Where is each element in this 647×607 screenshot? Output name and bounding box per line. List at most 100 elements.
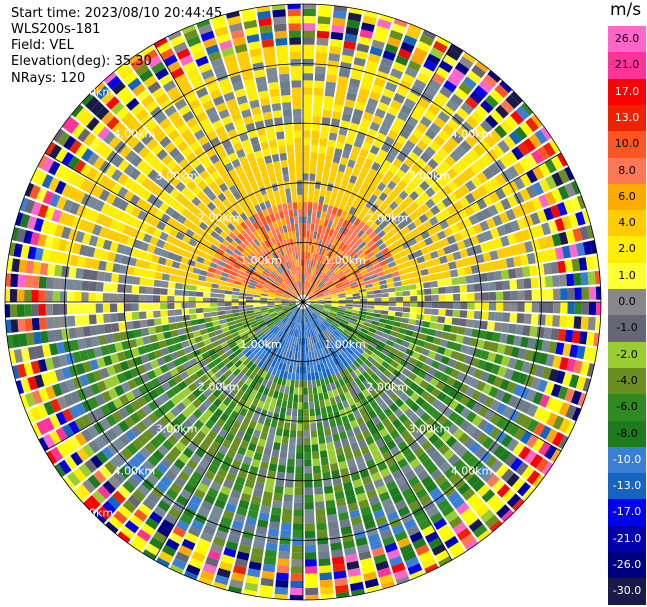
velocity-gate [37, 155, 48, 169]
velocity-gate [162, 80, 177, 93]
velocity-gate [578, 331, 588, 345]
velocity-gate [303, 259, 305, 267]
velocity-gate [245, 85, 257, 95]
velocity-gate [72, 488, 86, 502]
velocity-gate [134, 451, 147, 464]
velocity-gate [31, 317, 40, 331]
velocity-gate [414, 345, 424, 354]
velocity-gate [570, 390, 582, 405]
velocity-gate [534, 129, 548, 145]
velocity-gate [311, 437, 318, 445]
velocity-gate [323, 293, 331, 297]
velocity-gate [364, 359, 373, 368]
velocity-gate [280, 443, 288, 452]
velocity-gate [137, 433, 149, 446]
velocity-gate [290, 253, 294, 261]
velocity-gate [226, 204, 235, 214]
velocity-gate [469, 235, 480, 246]
velocity-gate [265, 184, 273, 194]
velocity-gate [358, 87, 370, 98]
velocity-gate [394, 258, 403, 266]
velocity-gate [257, 519, 269, 528]
velocity-gate [33, 217, 44, 232]
velocity-gate [303, 409, 309, 417]
velocity-gate [392, 369, 402, 378]
velocity-gate [176, 391, 187, 401]
velocity-gate [254, 204, 262, 213]
velocity-gate [139, 319, 148, 328]
velocity-gate [95, 292, 103, 302]
velocity-gate [534, 338, 544, 351]
velocity-gate [308, 282, 313, 290]
velocity-gate [192, 330, 201, 338]
velocity-gate [170, 395, 181, 406]
velocity-gate [419, 34, 435, 47]
velocity-gate [375, 387, 385, 396]
velocity-gate [503, 368, 514, 380]
velocity-gate [359, 308, 367, 312]
velocity-gate [533, 251, 543, 264]
velocity-gate [32, 261, 42, 275]
velocity-gate [183, 482, 196, 494]
velocity-gate [517, 142, 530, 157]
velocity-gate [332, 433, 340, 442]
velocity-gate [249, 264, 257, 271]
velocity-gate [117, 485, 131, 499]
velocity-gate [263, 316, 272, 322]
velocity-gate [338, 302, 346, 304]
velocity-gate [505, 150, 518, 164]
velocity-gate [99, 160, 111, 174]
velocity-gate [435, 212, 445, 223]
velocity-gate [320, 124, 330, 133]
velocity-gate [283, 262, 289, 271]
velocity-gate [246, 152, 256, 162]
velocity-gate [439, 339, 449, 348]
velocity-gate [401, 73, 415, 85]
velocity-gate [332, 476, 342, 486]
velocity-gate [288, 312, 294, 319]
velocity-gate [182, 110, 195, 123]
velocity-gate [95, 106, 110, 121]
velocity-gate [297, 351, 301, 360]
velocity-gate [126, 266, 135, 276]
velocity-gate [352, 235, 360, 244]
velocity-gate [516, 278, 525, 290]
velocity-gate [366, 585, 381, 593]
velocity-gate [107, 251, 117, 262]
velocity-gate [164, 411, 176, 422]
velocity-gate [380, 314, 388, 320]
velocity-gate [162, 224, 173, 234]
velocity-gate [20, 394, 30, 409]
velocity-gate [294, 274, 298, 282]
velocity-gate [109, 293, 118, 302]
elevation-label: Elevation(deg): 35.30 [11, 54, 152, 69]
velocity-gate [223, 369, 233, 378]
velocity-gate [353, 530, 366, 540]
velocity-gate [304, 323, 306, 331]
velocity-gate [253, 338, 261, 346]
velocity-gate [308, 267, 312, 275]
velocity-gate [559, 357, 569, 371]
velocity-gate [243, 433, 252, 443]
velocity-gate [323, 294, 331, 298]
velocity-gate [278, 457, 287, 466]
velocity-gate [82, 207, 94, 220]
velocity-gate [89, 210, 100, 223]
velocity-gate [254, 311, 262, 315]
velocity-gate [427, 366, 437, 377]
velocity-gate [249, 320, 258, 326]
velocity-gate [294, 307, 300, 314]
velocity-gate [285, 480, 294, 488]
velocity-gate [479, 450, 492, 464]
velocity-gate [290, 566, 303, 574]
velocity-gate [152, 295, 161, 302]
velocity-gate [122, 500, 137, 514]
velocity-gate [227, 496, 239, 507]
colorbar-tick-label: 2.0 [618, 242, 636, 256]
velocity-gate [241, 139, 251, 149]
velocity-gate [403, 518, 417, 530]
velocity-gate [458, 318, 467, 327]
velocity-gate [250, 322, 259, 328]
velocity-gate [49, 414, 61, 429]
velocity-gate [307, 330, 311, 338]
